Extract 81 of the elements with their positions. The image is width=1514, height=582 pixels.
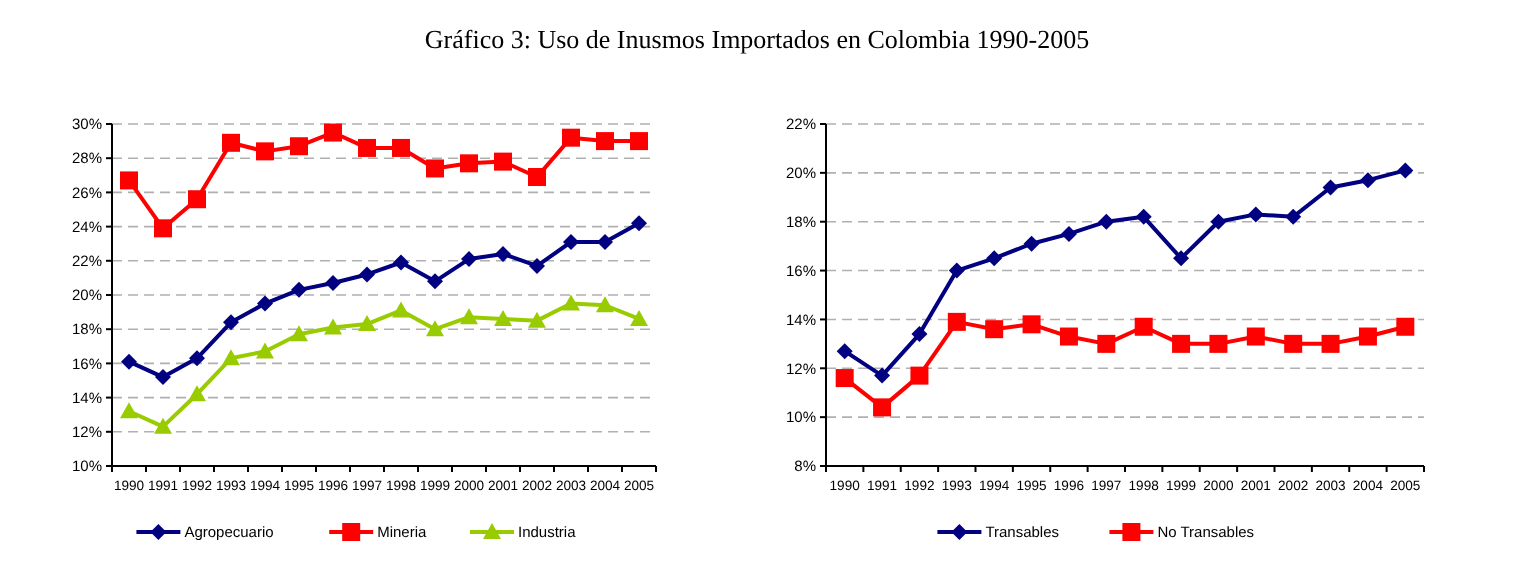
point bbox=[1358, 327, 1377, 346]
point bbox=[325, 275, 341, 292]
point bbox=[1022, 315, 1041, 334]
point bbox=[528, 168, 546, 187]
point bbox=[563, 233, 579, 250]
point bbox=[1210, 213, 1227, 230]
point bbox=[1396, 317, 1415, 336]
point bbox=[985, 320, 1004, 339]
point bbox=[1173, 250, 1190, 267]
point bbox=[121, 353, 137, 370]
point bbox=[256, 342, 274, 359]
point bbox=[1321, 334, 1340, 353]
point bbox=[222, 133, 240, 152]
point bbox=[835, 369, 854, 388]
point bbox=[1098, 213, 1115, 230]
point bbox=[256, 142, 274, 161]
point bbox=[562, 294, 580, 311]
point bbox=[1246, 327, 1265, 346]
point bbox=[222, 349, 240, 366]
text: Gráfico 3: Uso de Inusmos Importados en Colombia 1990-2005 bbox=[424, 24, 1090, 54]
point bbox=[910, 366, 929, 385]
point bbox=[120, 402, 138, 419]
point bbox=[392, 138, 410, 157]
point bbox=[630, 309, 648, 326]
point bbox=[1209, 334, 1228, 353]
point bbox=[393, 254, 409, 271]
point bbox=[1359, 172, 1376, 189]
point bbox=[392, 301, 410, 318]
point bbox=[1134, 317, 1153, 336]
point bbox=[290, 325, 308, 342]
point bbox=[189, 350, 205, 367]
point bbox=[597, 233, 613, 250]
point bbox=[154, 219, 172, 238]
point bbox=[562, 128, 580, 147]
point bbox=[460, 308, 478, 325]
point bbox=[494, 309, 512, 326]
point bbox=[1135, 208, 1152, 225]
point bbox=[1172, 334, 1191, 353]
point bbox=[358, 315, 376, 332]
point bbox=[1247, 206, 1264, 223]
point bbox=[154, 417, 172, 434]
point bbox=[324, 123, 342, 142]
point bbox=[426, 159, 444, 178]
point bbox=[358, 138, 376, 157]
point bbox=[947, 312, 966, 331]
point bbox=[155, 369, 171, 386]
point bbox=[596, 132, 614, 151]
point bbox=[1322, 179, 1339, 196]
point bbox=[986, 250, 1003, 267]
point bbox=[359, 266, 375, 283]
point bbox=[631, 215, 647, 232]
point bbox=[1023, 235, 1040, 252]
point bbox=[529, 257, 545, 274]
point bbox=[1059, 327, 1078, 346]
point bbox=[948, 262, 965, 279]
point bbox=[630, 132, 648, 151]
point bbox=[460, 154, 478, 173]
point bbox=[257, 295, 273, 312]
point bbox=[494, 152, 512, 171]
point bbox=[836, 343, 853, 360]
point bbox=[495, 245, 511, 262]
point bbox=[188, 385, 206, 402]
point bbox=[120, 171, 138, 190]
point bbox=[911, 326, 928, 343]
point bbox=[874, 367, 891, 384]
point bbox=[427, 273, 443, 290]
point bbox=[291, 281, 307, 298]
point bbox=[1284, 334, 1303, 353]
point bbox=[290, 137, 308, 156]
point bbox=[596, 296, 614, 313]
point bbox=[528, 311, 546, 328]
point bbox=[461, 251, 477, 268]
point bbox=[1060, 225, 1077, 242]
point bbox=[873, 398, 892, 417]
point bbox=[188, 190, 206, 209]
point bbox=[1097, 334, 1116, 353]
point bbox=[223, 314, 239, 331]
point bbox=[1397, 162, 1414, 179]
point bbox=[1285, 208, 1302, 225]
point bbox=[324, 318, 342, 335]
point bbox=[426, 320, 444, 337]
